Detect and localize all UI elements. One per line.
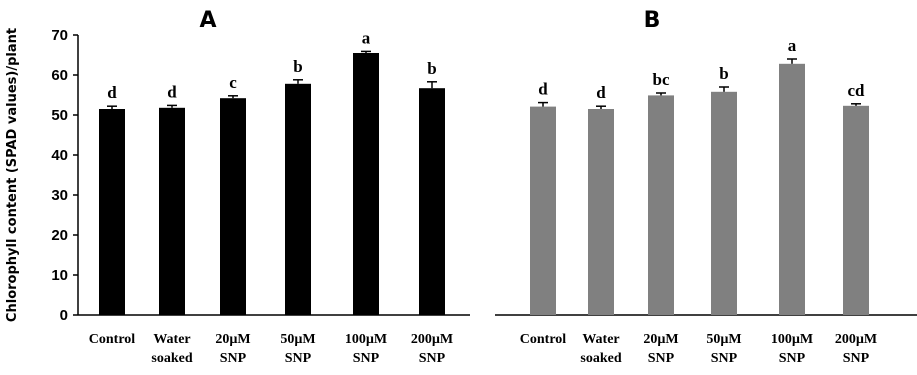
- x-tick-label: 100µM SNP: [771, 332, 813, 366]
- bar: [588, 109, 614, 315]
- y-tick-label: 20: [51, 227, 68, 244]
- significance-label: d: [107, 83, 117, 102]
- bar: [159, 107, 185, 315]
- bar: [779, 63, 805, 315]
- y-tick-label: 60: [51, 67, 68, 84]
- y-tick-label: 50: [51, 107, 68, 124]
- bar: [711, 91, 737, 315]
- significance-label: d: [538, 80, 548, 99]
- y-tick-label: 40: [51, 147, 68, 164]
- bar: [220, 98, 246, 315]
- significance-label: cd: [848, 81, 866, 100]
- y-axis-label: Chlorophyll content (SPAD values)/plant: [5, 28, 20, 322]
- x-tick-label: Water soaked: [151, 332, 192, 366]
- significance-label: d: [167, 82, 177, 101]
- bar: [285, 83, 311, 315]
- x-tick-label: 20µM SNP: [215, 332, 250, 366]
- significance-label: b: [427, 59, 436, 78]
- significance-label: a: [788, 36, 797, 55]
- panel-title: A: [199, 8, 216, 33]
- x-tick-label: Control: [520, 332, 567, 347]
- x-tick-label: 100µM SNP: [345, 332, 387, 366]
- y-tick-label: 70: [51, 27, 68, 44]
- y-tick-label: 0: [60, 307, 68, 324]
- x-tick-label: Control: [89, 332, 136, 347]
- panel-a: A 0 10 20 30 40 50 60 70 d Control d Water soaked c 20µ…: [51, 8, 470, 366]
- x-tick-label: 20µM SNP: [643, 332, 678, 366]
- significance-label: a: [362, 28, 371, 47]
- significance-label: b: [719, 64, 728, 83]
- x-tick-label: 50µM SNP: [706, 332, 741, 366]
- bar: [530, 106, 556, 315]
- x-tick-label: Water soaked: [580, 332, 621, 366]
- y-tick-label: 30: [51, 187, 68, 204]
- bar: [419, 88, 445, 315]
- bar: [353, 53, 379, 315]
- panel-title: B: [644, 8, 661, 33]
- significance-label: c: [229, 73, 237, 92]
- x-tick-label: 200µM SNP: [835, 332, 877, 366]
- bar: [648, 95, 674, 316]
- panel-b: Bd Control d Water soaked bc 20µM SNP b 50µM SNP a 1…: [495, 8, 917, 366]
- x-tick-label: 200µM SNP: [411, 332, 453, 366]
- bar: [99, 109, 125, 315]
- bar: [843, 105, 869, 315]
- x-tick-label: 50µM SNP: [280, 332, 315, 366]
- y-tick-label: 10: [51, 267, 68, 284]
- significance-label: bc: [653, 70, 670, 89]
- significance-label: d: [596, 83, 606, 102]
- significance-label: b: [293, 57, 302, 76]
